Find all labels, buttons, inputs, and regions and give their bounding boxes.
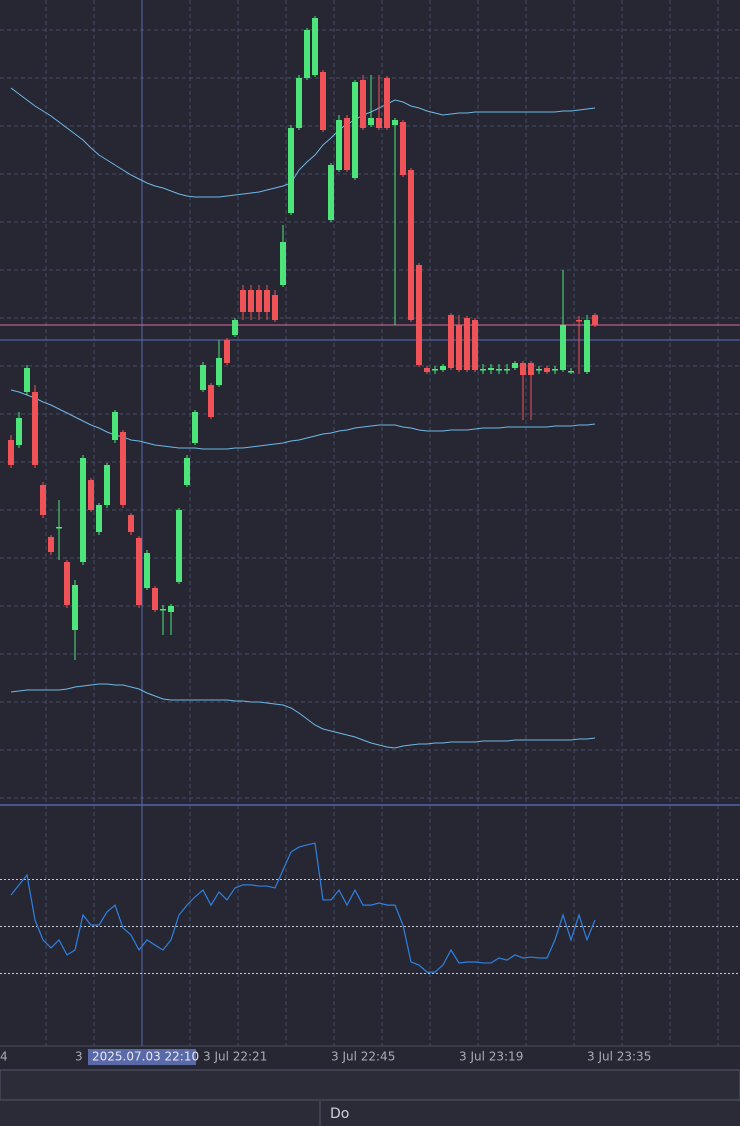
time-label: 3 Jul 22:45 xyxy=(331,1050,395,1064)
candle-body xyxy=(112,412,118,440)
bollinger-band xyxy=(10,683,596,749)
candle-body xyxy=(472,320,478,370)
time-label: 3 Jul 23:19 xyxy=(459,1050,523,1064)
candle-body xyxy=(240,290,246,312)
candle-body xyxy=(40,485,46,515)
candle-body xyxy=(360,80,366,128)
crosshair-label: 2025.07.03 22:10 xyxy=(92,1050,199,1064)
candle-body xyxy=(432,369,438,371)
candle-body xyxy=(520,363,526,375)
candle-body xyxy=(376,118,382,128)
candle-body xyxy=(304,30,310,78)
candle-body xyxy=(336,120,342,170)
candle-body xyxy=(64,562,70,605)
candle-body xyxy=(272,295,278,320)
status-bar xyxy=(0,1101,740,1126)
candle-body xyxy=(416,265,422,365)
candle-body xyxy=(440,366,446,370)
candle-body xyxy=(264,290,270,312)
candle-body xyxy=(176,510,182,582)
candle-body xyxy=(528,363,534,375)
candle-body xyxy=(72,585,78,630)
bollinger-band xyxy=(10,389,596,450)
candle-body xyxy=(232,320,238,335)
candle-body xyxy=(224,340,230,363)
bollinger-band xyxy=(10,87,596,198)
oscillator-line xyxy=(10,842,596,973)
candle-body xyxy=(488,368,494,370)
time-label: 3 Jul 23:35 xyxy=(587,1050,651,1064)
candle-body xyxy=(344,118,350,170)
candle-body xyxy=(448,315,454,368)
candle-body xyxy=(288,128,294,213)
candle-body xyxy=(104,465,110,505)
candle-body xyxy=(512,363,518,368)
candle-body xyxy=(248,290,254,312)
candle-body xyxy=(456,325,462,370)
candle-body xyxy=(368,118,374,125)
candle-body xyxy=(120,432,126,505)
candle-body xyxy=(568,371,574,373)
candle-body xyxy=(576,320,582,322)
candle-body xyxy=(168,606,174,612)
candle-body xyxy=(464,318,470,370)
candle-body xyxy=(192,412,198,443)
candle-body xyxy=(496,369,502,371)
crosshair-label-box xyxy=(88,1049,196,1065)
candle-body xyxy=(400,122,406,175)
candle-body xyxy=(80,458,86,562)
grid xyxy=(0,0,740,1046)
candle-body xyxy=(504,369,510,371)
candle-body xyxy=(24,368,30,392)
candle-body xyxy=(584,320,590,372)
candle-body xyxy=(184,458,190,485)
candle-body xyxy=(8,440,14,465)
candle-body xyxy=(32,392,38,465)
plot xyxy=(0,16,740,974)
candle-body xyxy=(536,369,542,371)
time-label: 4 xyxy=(0,1050,8,1064)
candle-body xyxy=(552,369,558,371)
scrollbar-area xyxy=(0,1069,740,1101)
time-label: 3 Jul 22:21 xyxy=(203,1050,267,1064)
candle-body xyxy=(144,553,150,588)
candle-body xyxy=(384,78,390,128)
candle-body xyxy=(320,72,326,130)
candle-body xyxy=(296,78,302,128)
candle-body xyxy=(312,18,318,75)
candle-body xyxy=(392,120,398,125)
candle-body xyxy=(560,325,566,370)
candle-body xyxy=(152,588,158,610)
candle-body xyxy=(544,368,550,372)
candle-body xyxy=(328,165,334,220)
candle-body xyxy=(200,365,206,390)
candle-body xyxy=(352,82,358,178)
time-label: 3 xyxy=(75,1050,83,1064)
candle-body xyxy=(96,505,102,532)
candle-body xyxy=(592,315,598,325)
candle-body xyxy=(280,242,286,285)
candle-body xyxy=(216,358,222,385)
candle-body xyxy=(256,290,262,312)
candle-body xyxy=(128,515,134,532)
candle-body xyxy=(16,418,22,445)
candle-body xyxy=(48,537,54,552)
candle-body xyxy=(408,170,414,320)
candle-body xyxy=(480,369,486,371)
candle-body xyxy=(56,527,62,529)
candle-body xyxy=(160,609,166,611)
candle-body xyxy=(424,368,430,372)
candle-body xyxy=(136,538,142,605)
status-tab[interactable]: Do xyxy=(330,1106,349,1122)
candle-body xyxy=(208,385,214,417)
candle-body xyxy=(88,480,94,510)
